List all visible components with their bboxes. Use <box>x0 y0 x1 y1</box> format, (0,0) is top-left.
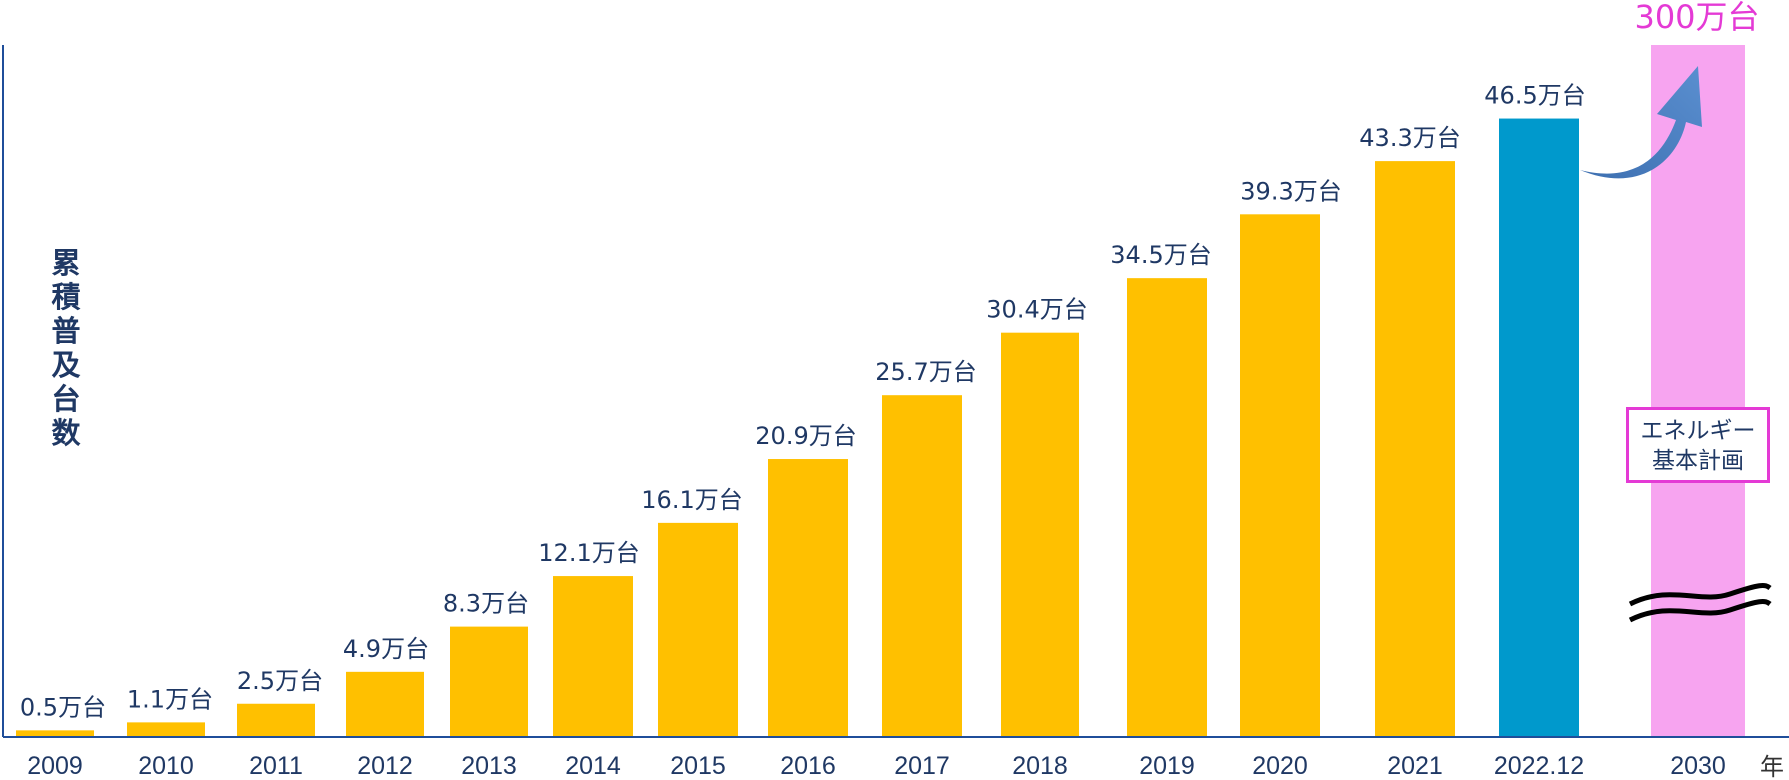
x-tick-label: 2017 <box>894 752 950 780</box>
data-label: 2.5万台 <box>237 667 323 695</box>
x-tick-label: 2011 <box>249 752 303 780</box>
x-unit-label: 年 <box>1760 753 1784 780</box>
target-annotation: エネルギー 基本計画 <box>1626 407 1770 483</box>
bar <box>768 459 848 737</box>
bar <box>1001 332 1079 737</box>
bar <box>882 395 962 737</box>
data-label: 25.7万台 <box>875 358 976 386</box>
data-label: 4.9万台 <box>343 635 429 663</box>
data-label: 12.1万台 <box>538 539 639 567</box>
x-tick-label: 2020 <box>1252 752 1308 780</box>
x-tick-label: 2013 <box>461 752 517 780</box>
axis-break-icon <box>1628 583 1772 623</box>
data-label: 43.3万台 <box>1359 124 1460 152</box>
data-label: 16.1万台 <box>641 486 742 514</box>
data-label: 20.9万台 <box>755 422 856 450</box>
x-tick-label: 2015 <box>670 752 726 780</box>
bar <box>16 730 94 737</box>
bar <box>237 703 315 737</box>
bar <box>450 626 528 737</box>
bars <box>16 45 1745 738</box>
target-annotation-line-2: 基本計画 <box>1652 448 1744 474</box>
bar <box>127 722 205 737</box>
bar <box>1240 214 1320 737</box>
y-axis-label-char: 数 <box>51 416 81 450</box>
data-label: 0.5万台 <box>20 693 106 721</box>
data-label: 39.3万台 <box>1240 177 1341 205</box>
x-tick-label: 2030 <box>1670 752 1726 780</box>
data-label: 30.4万台 <box>986 296 1087 324</box>
bar <box>553 576 633 737</box>
bar <box>1127 278 1207 737</box>
tick-labels: 2009 2010 2011 2012 2013 2014 2015 2016 2017 2018… <box>27 752 1726 780</box>
y-axis-label-char: 積 <box>51 280 81 314</box>
data-label: 8.3万台 <box>443 590 529 618</box>
y-axis-label-char: 及 <box>51 348 81 382</box>
y-axis-label-char: 普 <box>51 314 81 348</box>
target-annotation-line-1: エネルギー <box>1640 418 1756 444</box>
growth-arrow-icon <box>1580 66 1702 179</box>
y-axis-label: 累積普及台数 <box>46 246 86 450</box>
x-tick-label: 2010 <box>138 752 194 780</box>
y-axis-label-char: 累 <box>51 246 81 280</box>
x-tick-label: 2009 <box>27 752 83 780</box>
bar <box>658 522 738 737</box>
data-label: 1.1万台 <box>127 685 213 713</box>
x-tick-label: 2014 <box>565 752 621 780</box>
x-tick-label: 2018 <box>1012 752 1068 780</box>
x-tick-label: 2012 <box>357 752 413 780</box>
y-axis-label-char: 台 <box>51 382 81 416</box>
x-tick-label: 2016 <box>780 752 836 780</box>
bar-target-2030 <box>1651 45 1745 737</box>
bar <box>1375 161 1455 738</box>
x-tick-label: 2022.12 <box>1494 752 1584 780</box>
x-tick-label: 2021 <box>1387 752 1443 780</box>
bar-latest <box>1499 118 1579 738</box>
bar <box>346 671 424 737</box>
data-label: 34.5万台 <box>1110 241 1211 269</box>
x-tick-label: 2019 <box>1139 752 1195 780</box>
data-label: 46.5万台 <box>1484 82 1585 110</box>
data-label: 300万台 <box>1634 0 1759 36</box>
